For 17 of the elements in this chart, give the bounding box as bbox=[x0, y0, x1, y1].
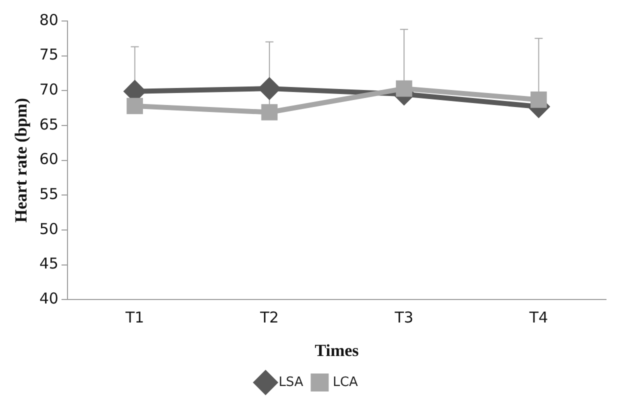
x-tick-label: T1 bbox=[124, 308, 144, 326]
legend-label: LSA bbox=[278, 374, 304, 390]
y-tick-label: 60 bbox=[39, 150, 58, 168]
y-tick-label: 55 bbox=[39, 185, 58, 204]
x-axis-title: Times bbox=[314, 341, 360, 360]
x-tick-label: T4 bbox=[528, 308, 548, 326]
y-tick-label: 80 bbox=[39, 10, 58, 29]
x-tick-label: T2 bbox=[259, 308, 279, 326]
y-tick-label: 50 bbox=[39, 220, 58, 238]
y-tick-label: 70 bbox=[39, 80, 58, 99]
y-axis-title: Heart rate (bpm) bbox=[12, 98, 31, 223]
y-tick-label: 45 bbox=[39, 254, 58, 273]
legend-label: LCA bbox=[332, 374, 358, 390]
y-tick-label: 75 bbox=[39, 46, 58, 64]
y-tick-label: 65 bbox=[39, 115, 58, 134]
x-tick-label: T3 bbox=[394, 308, 414, 326]
y-tick-label: 40 bbox=[39, 289, 58, 308]
